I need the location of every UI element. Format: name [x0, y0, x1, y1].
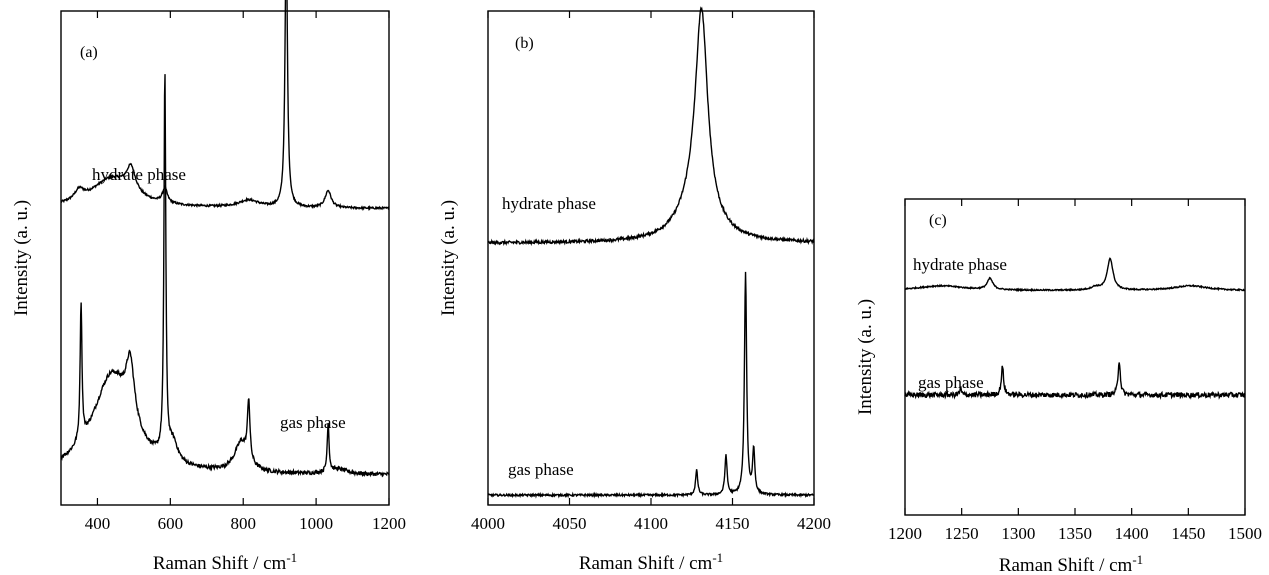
panel-a-x-tick-label: 1200 — [372, 514, 406, 533]
panel-b-x-tick-label: 4100 — [634, 514, 668, 533]
panel-b-frame — [488, 11, 814, 505]
panel-b: (b) 4000 4050 4100 4150 4200 hydrate phase g… — [438, 9, 831, 574]
panel-a-x-axis-label: Raman Shift / cm-1 — [153, 550, 297, 574]
panel-a-x-tick-label: 400 — [85, 514, 111, 533]
panel-b-x-tick-label: 4050 — [553, 514, 587, 533]
panel-b-x-tick-label: 4000 — [471, 514, 505, 533]
panel-c-x-axis-label: Raman Shift / cm-1 — [999, 552, 1143, 575]
panel-b-label: (b) — [515, 35, 534, 52]
panel-b-series-label-hydrate: hydrate phase — [502, 194, 596, 213]
panel-a-x-tick-label: 1000 — [299, 514, 333, 533]
panel-c: (c) 1200 1250 1300 1350 1400 1450 1500 hydrate… — [855, 199, 1262, 575]
panel-c-y-axis-label: Intensity (a. u.) — [855, 299, 876, 415]
panel-c-frame — [905, 199, 1245, 515]
panel-a-series-label-hydrate: hydrate phase — [92, 165, 186, 184]
panel-b-x-tick-label: 4150 — [716, 514, 750, 533]
panel-a-y-axis-label: Intensity (a. u.) — [11, 200, 32, 316]
panel-c-x-tick-label: 1500 — [1228, 524, 1262, 543]
panel-c-x-tick-label: 1250 — [945, 524, 979, 543]
panel-c-x-tick-label: 1400 — [1115, 524, 1149, 543]
panel-b-x-ticks: 4000 4050 4100 4150 4200 — [471, 11, 831, 533]
panel-c-x-ticks: 1200 1250 1300 1350 1400 1450 1500 — [888, 199, 1262, 543]
panel-c-series-label-hydrate: hydrate phase — [913, 255, 1007, 274]
panel-c-x-axis-label-text: Raman Shift / cm — [999, 555, 1133, 575]
panel-a-label: (a) — [80, 44, 98, 61]
panel-c-x-tick-label: 1450 — [1171, 524, 1205, 543]
panel-b-x-axis-label-superscript: -1 — [712, 550, 723, 565]
panel-a-x-axis-label-superscript: -1 — [286, 550, 297, 565]
panel-a-x-axis-label-text: Raman Shift / cm — [153, 553, 287, 574]
panel-c-label: (c) — [929, 212, 947, 229]
panel-b-series-label-gas: gas phase — [508, 460, 574, 479]
panel-b-y-axis-label: Intensity (a. u.) — [438, 200, 459, 316]
panel-b-x-axis-label-text: Raman Shift / cm — [579, 553, 713, 574]
panel-c-series-label-gas: gas phase — [918, 373, 984, 392]
panel-a-x-tick-label: 600 — [158, 514, 184, 533]
panel-b-x-axis-label: Raman Shift / cm-1 — [579, 550, 723, 574]
panel-c-x-axis-label-superscript: -1 — [1132, 552, 1143, 567]
panel-a-series-label-gas: gas phase — [280, 413, 346, 432]
panel-a-x-ticks: 400 600 800 1000 1200 — [85, 11, 406, 533]
panel-c-x-tick-label: 1350 — [1058, 524, 1092, 543]
panel-a-x-tick-label: 800 — [230, 514, 256, 533]
panel-a: (a) 400 600 800 1000 1200 hydrate phase gas … — [11, 0, 406, 574]
panel-b-x-tick-label: 4200 — [797, 514, 831, 533]
panel-c-x-tick-label: 1300 — [1001, 524, 1035, 543]
panel-c-x-tick-label: 1200 — [888, 524, 922, 543]
